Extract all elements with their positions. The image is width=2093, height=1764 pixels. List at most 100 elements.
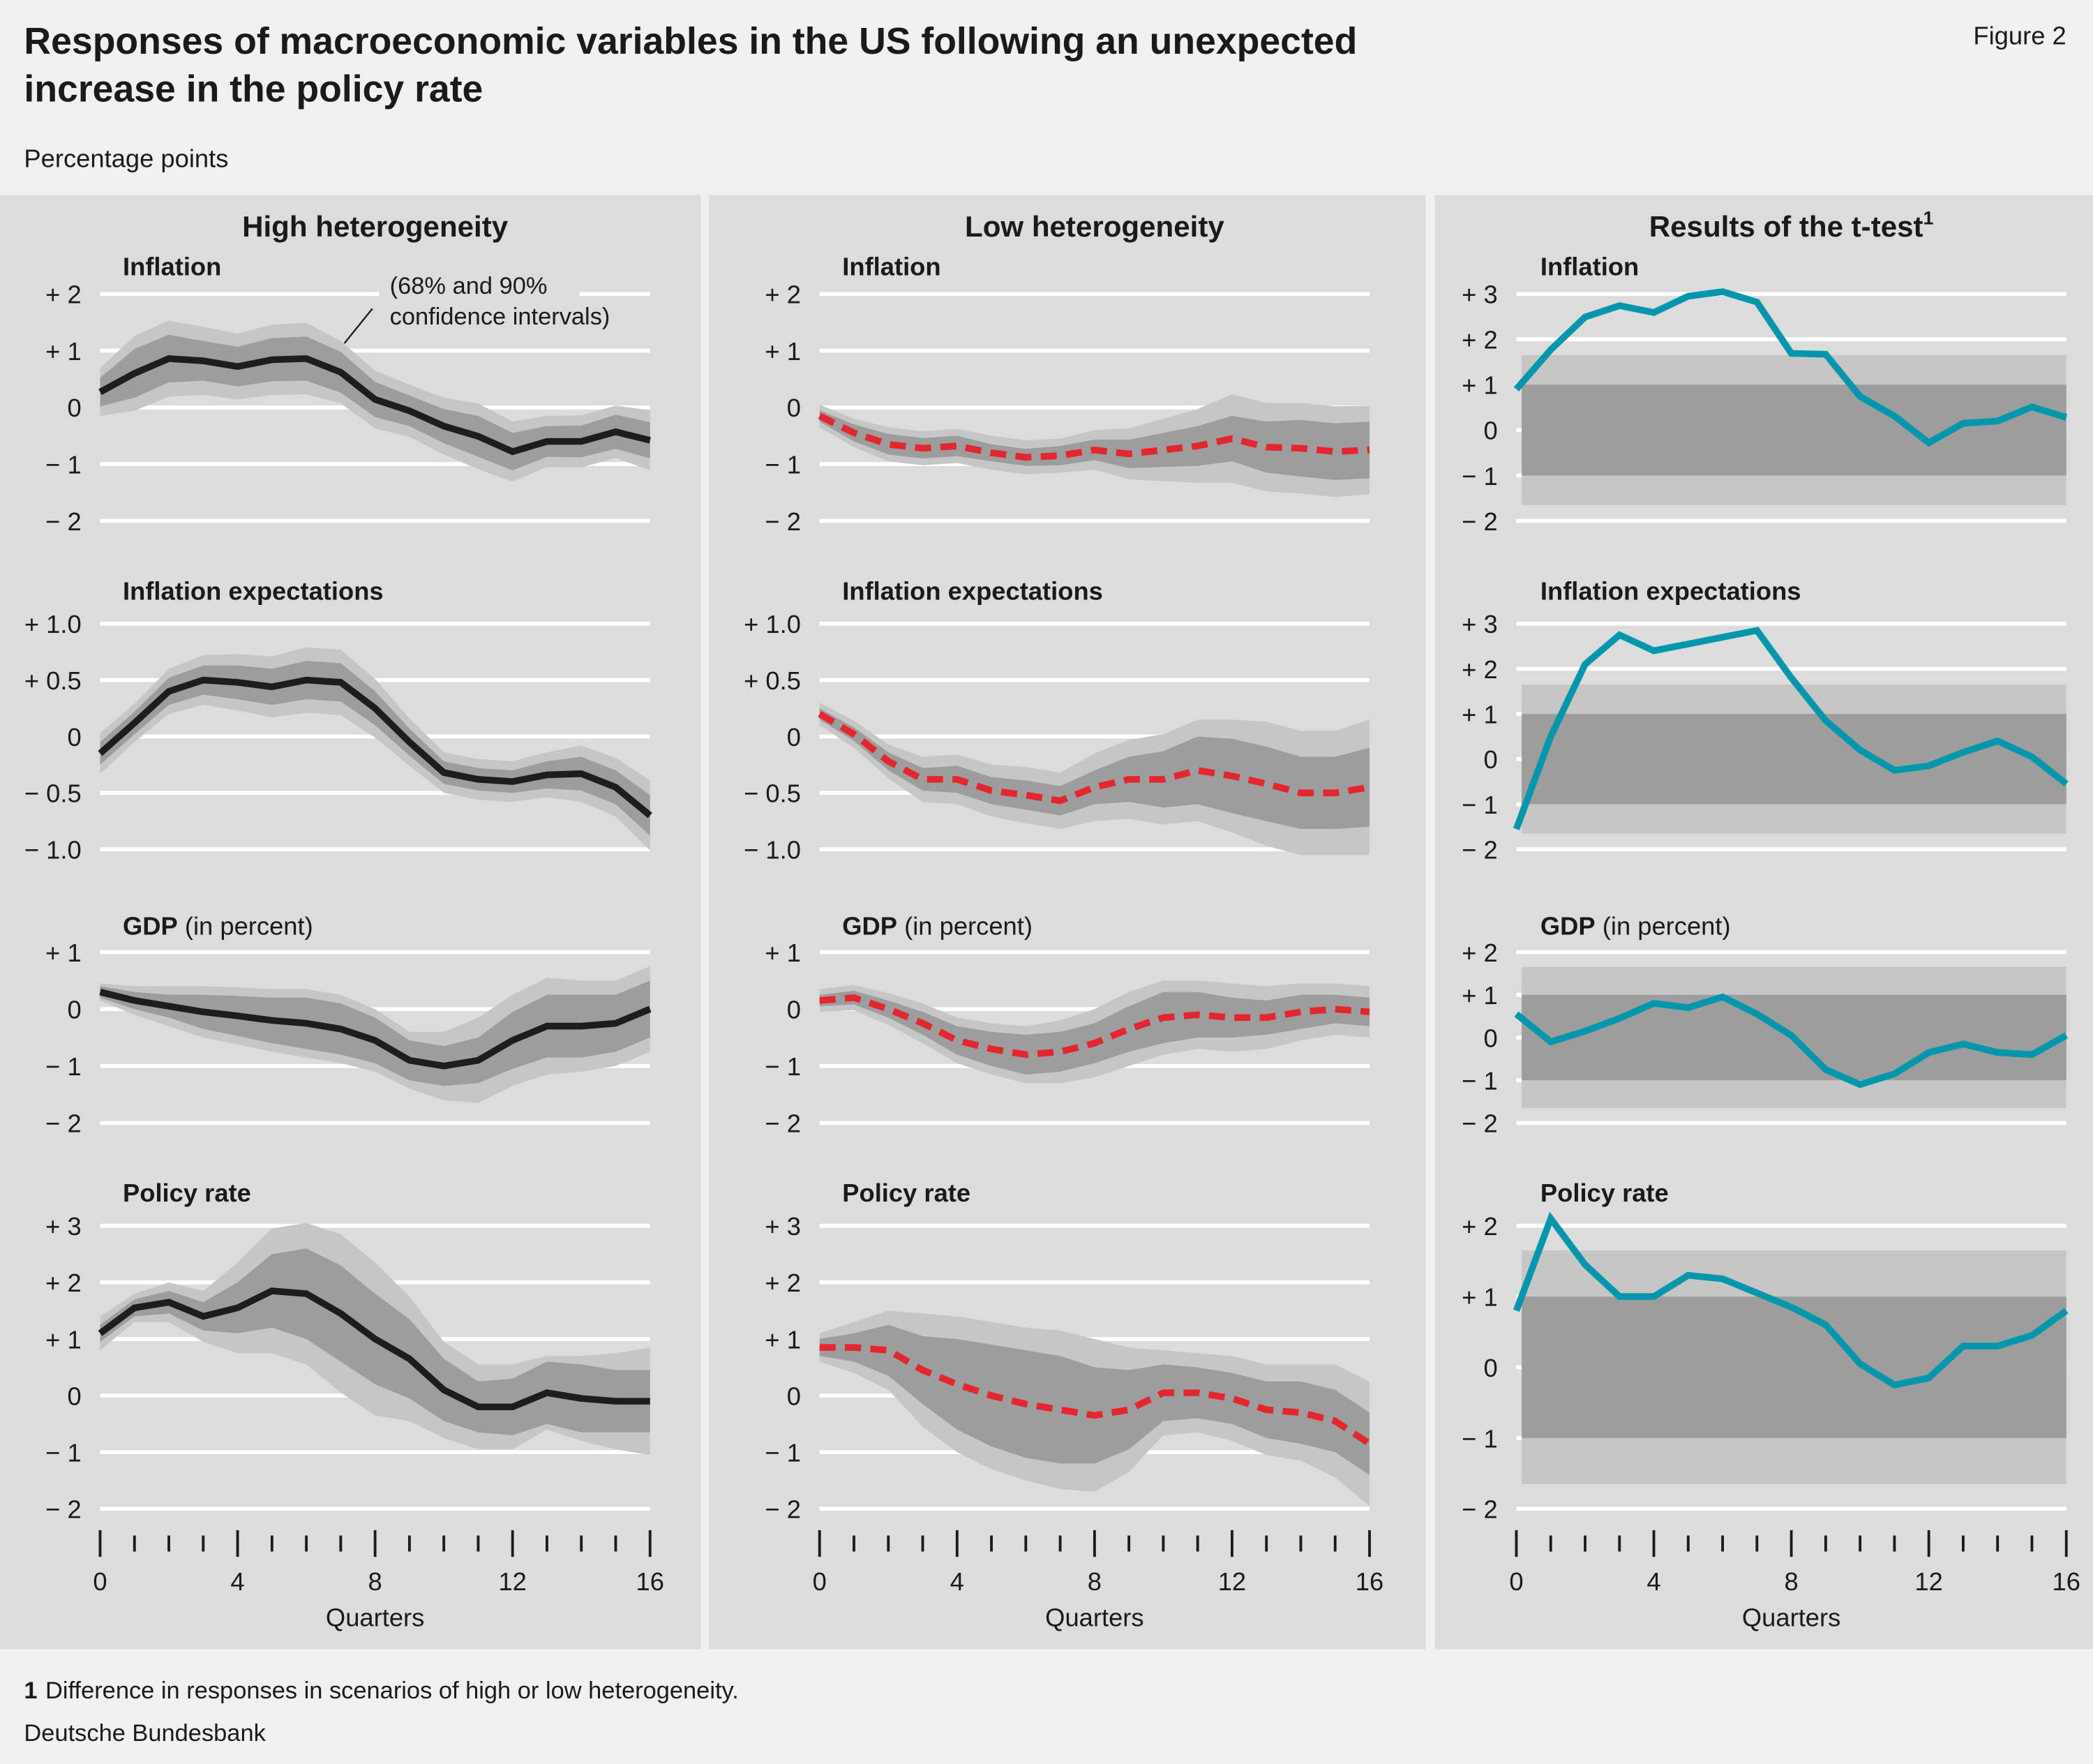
- panel-high-policy-rate: Policy rate + 3 + 2 + 1 0 − 1 − 2: [45, 1179, 650, 1524]
- x-tick-label: 8: [1784, 1567, 1798, 1596]
- confidence-band-68: [100, 980, 650, 1086]
- panel-low-policy-rate: Policy rate + 3 + 2 + 1 0 − 1 − 2: [765, 1179, 1372, 1524]
- footnote-ref: 1: [1923, 208, 1934, 229]
- panel-title: Inflation: [842, 252, 940, 281]
- y-tick-label: − 2: [765, 1495, 801, 1524]
- panel-title-text: GDP: [123, 912, 178, 941]
- y-tick-label: − 2: [1462, 1109, 1498, 1138]
- y-tick-label: + 1: [1462, 371, 1498, 400]
- y-tick-label: + 3: [1462, 610, 1498, 638]
- x-tick-label: 12: [1914, 1567, 1942, 1596]
- panel-title: Inflation: [1540, 252, 1639, 281]
- y-tick-label: + 1: [1462, 1283, 1498, 1311]
- panel-title: Inflation expectations: [1540, 576, 1801, 605]
- column-heading-text: High heterogeneity: [242, 210, 509, 243]
- y-tick-label: + 3: [1462, 281, 1498, 309]
- x-tick-label: 16: [1356, 1567, 1383, 1596]
- series-line: [1514, 993, 2069, 1089]
- series-line: [99, 988, 652, 1070]
- y-tick-label: 0: [787, 1382, 801, 1410]
- y-tick-label: − 1: [45, 1052, 82, 1081]
- y-tick-label: − 0.5: [24, 779, 82, 808]
- panel-title-text: GDP: [1540, 912, 1596, 941]
- x-tick-label: 0: [1509, 1567, 1523, 1596]
- series-line: [818, 412, 1370, 461]
- panel-title-text: Inflation expectations: [1540, 576, 1801, 605]
- series-line: [819, 1344, 1372, 1447]
- y-tick-label: − 1.0: [744, 836, 801, 865]
- series-line: [98, 1287, 650, 1411]
- y-tick-label: 0: [1483, 417, 1497, 445]
- y-tick-label: − 1: [45, 451, 82, 479]
- series-line: [1513, 1211, 2069, 1389]
- y-tick-label: 0: [1483, 1024, 1497, 1052]
- column-heading-text: Low heterogeneity: [965, 210, 1224, 243]
- y-tick-label: − 1.0: [24, 836, 82, 865]
- panel-title: Inflation expectations: [123, 576, 384, 605]
- panel-title-text: Inflation expectations: [123, 576, 384, 605]
- panel-title-suffix: (in percent): [178, 912, 313, 941]
- x-tick-label: 16: [636, 1567, 664, 1596]
- panel-title-text: Policy rate: [1540, 1179, 1669, 1207]
- panel-high-inflation: Inflation + 2 + 1 0 − 1 − 2: [45, 252, 651, 536]
- footnote-text: Difference in responses in scenarios of …: [45, 1677, 739, 1704]
- panel-title-text: Inflation expectations: [842, 576, 1103, 605]
- y-tick-label: − 1: [765, 1052, 801, 1081]
- panel-title: GDP (in percent): [123, 912, 313, 941]
- panel-title-text: Policy rate: [842, 1179, 970, 1207]
- units-label: Percentage points: [24, 144, 228, 172]
- panel-title-suffix: (in percent): [897, 912, 1033, 941]
- annotation-leader-line: [343, 308, 373, 344]
- annotation-line1: (68% and 90%: [390, 273, 548, 299]
- y-tick-label: + 2: [765, 1269, 801, 1297]
- x-tick-label: 8: [1088, 1567, 1102, 1596]
- y-tick-label: − 1: [765, 451, 801, 479]
- y-tick-label: − 2: [1462, 836, 1498, 865]
- panel-title: Inflation: [123, 252, 221, 281]
- y-tick-label: + 3: [45, 1212, 82, 1241]
- confidence-band-68: [819, 1324, 1370, 1475]
- column-heading: High heterogeneity: [242, 210, 509, 243]
- series-line: [1513, 627, 2069, 830]
- panel-ttest-inflation: Inflation + 3 + 2 + 1 0 − 1 − 2: [1462, 252, 2068, 536]
- x-axis-label: Quarters: [326, 1604, 424, 1632]
- panel-title-text: Policy rate: [123, 1179, 251, 1207]
- y-tick-label: + 0.5: [744, 666, 801, 695]
- x-tick-label: 4: [950, 1567, 964, 1596]
- y-tick-label: 0: [787, 723, 801, 752]
- x-tick-label: 16: [2053, 1567, 2080, 1596]
- panel-title-text: GDP: [842, 912, 897, 941]
- annotation-knockout: [379, 285, 580, 302]
- x-axis: 0 4 8 12 16 Quarters: [93, 1530, 664, 1632]
- panel-low-gdp: GDP (in percent) + 1 0 − 1 − 2: [765, 912, 1370, 1138]
- y-tick-label: 0: [67, 995, 81, 1024]
- y-tick-label: 0: [787, 394, 801, 422]
- y-tick-label: + 1: [765, 337, 801, 366]
- panel-title: Inflation expectations: [842, 576, 1103, 605]
- y-tick-label: − 2: [1462, 1495, 1498, 1524]
- y-tick-label: + 2: [1462, 326, 1498, 354]
- x-tick-label: 4: [230, 1567, 244, 1596]
- critical-band-inner: [1522, 714, 2066, 805]
- panel-low-inflation-expectations: Inflation expectations + 1.0 + 0.5 0 − 0.5 − …: [744, 576, 1370, 865]
- panel-title-suffix: (in percent): [1596, 912, 1731, 941]
- y-tick-label: + 1: [1462, 981, 1498, 1010]
- x-tick-label: 12: [498, 1567, 526, 1596]
- y-tick-label: + 1: [1462, 701, 1498, 729]
- y-tick-label: + 1: [45, 1325, 82, 1354]
- confidence-band-68: [819, 990, 1370, 1075]
- y-tick-label: 0: [67, 394, 81, 422]
- panel-ttest-policy-rate: Policy rate + 2 + 1 0 − 1 − 2: [1462, 1179, 2069, 1524]
- x-tick-label: 12: [1218, 1567, 1246, 1596]
- y-tick-label: − 0.5: [744, 779, 801, 808]
- y-tick-label: + 1: [45, 337, 82, 366]
- footnote: 1 Difference in responses in scenarios of…: [24, 1677, 738, 1704]
- y-tick-label: + 3: [765, 1212, 801, 1241]
- annotation-line2: confidence intervals): [390, 304, 610, 330]
- y-tick-label: + 1.0: [24, 610, 82, 638]
- series-line: [818, 711, 1370, 805]
- footnote-marker: 1: [24, 1677, 37, 1704]
- y-tick-label: − 1: [1462, 791, 1498, 819]
- y-tick-label: − 1: [1462, 1424, 1498, 1453]
